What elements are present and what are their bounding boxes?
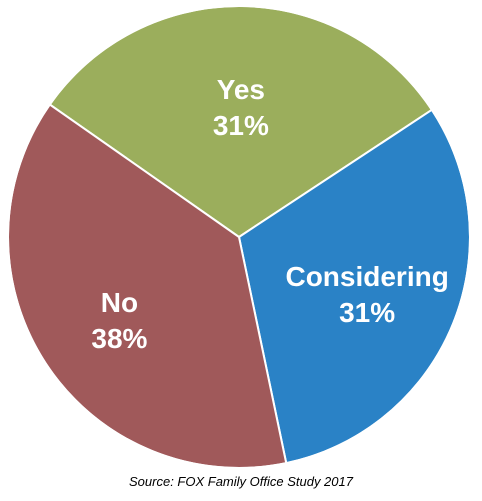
slice-value-considering: 31% <box>339 297 395 328</box>
slice-label-considering: Considering <box>285 261 448 292</box>
source-note: Source: FOX Family Office Study 2017 <box>129 474 353 489</box>
slice-value-no: 38% <box>91 323 147 354</box>
slice-label-no: No <box>101 287 138 318</box>
pie-outline <box>7 5 471 469</box>
slice-value-yes: 31% <box>213 110 269 141</box>
slice-label-yes: Yes <box>217 74 265 105</box>
